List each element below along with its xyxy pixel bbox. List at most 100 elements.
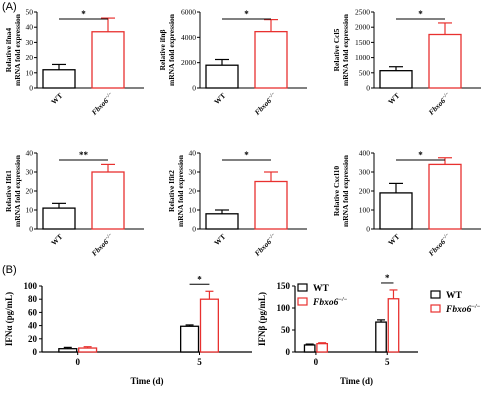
chart-a3: 0 500 1000 1500 2000 2500 Relative Ccl5 mRNA fo…	[332, 8, 481, 117]
legend-label-wt: WT	[313, 284, 330, 294]
bar-wt-5	[179, 325, 200, 353]
y-tick-label: 10	[26, 68, 34, 77]
legend-ifna: WT Fbxo6−/−	[297, 283, 348, 308]
bar-fbxo6	[91, 31, 125, 89]
bar-wt	[42, 69, 76, 89]
y-tick-label: 400	[359, 149, 371, 158]
y-tick-label: 20	[189, 187, 197, 196]
legend-ko-name: Fbxo6	[445, 305, 472, 315]
x-tick-label-fbxo6: Fbxo6−/−	[427, 232, 453, 258]
y-tick-label: 100	[359, 206, 371, 215]
x-tick-sup: −/−	[441, 233, 450, 242]
y-tick-label: 30	[26, 38, 34, 47]
bar-wt-0	[58, 348, 78, 353]
y-tick-label: 20	[28, 334, 38, 344]
bar-fbxo6	[428, 163, 462, 230]
y-tick-label: 1000	[355, 53, 370, 62]
legend-ko-name: Fbxo6	[312, 298, 339, 308]
bar-fbxo6	[428, 33, 462, 89]
chart-a1: 0 10 20 30 40 50 Relative ifna4 mRNA fold expre…	[4, 8, 144, 117]
y-tick-label: 30	[189, 168, 197, 177]
bar-fbxo6-0	[316, 342, 329, 353]
y-tick-label: 6000	[181, 8, 196, 17]
x-tick-label: 0	[75, 357, 80, 367]
y-tick-label: 40	[28, 321, 38, 331]
x-axis-label: Time (d)	[130, 376, 163, 386]
y-tick-label: 0	[192, 225, 196, 234]
y-tick-label: 300	[359, 168, 371, 177]
x-tick-label-wt: WT	[49, 91, 64, 106]
y-tick-label: 80	[28, 294, 38, 304]
y-tick-label: 100	[277, 303, 291, 313]
significance-label: *	[385, 273, 390, 283]
x-tick-label-fbxo6: Fbxo6−/−	[253, 232, 279, 258]
x-tick-label-wt: WT	[49, 232, 64, 247]
x-tick-label-wt: WT	[386, 91, 401, 106]
y-tick-label: 500	[359, 68, 371, 77]
significance-label: *	[244, 9, 249, 19]
y-axis-label: Relative ifnβ	[158, 30, 167, 71]
significance-label: *	[418, 150, 423, 160]
x-tick-sup: −/−	[104, 233, 113, 242]
y-tick-label: 10	[26, 206, 34, 215]
y-axis-label: IFNα (pg/mL)	[4, 292, 14, 346]
significance-label: *	[197, 274, 202, 284]
y-tick-label: 4000	[181, 33, 196, 42]
y-tick-label: 50	[281, 325, 291, 335]
y-axis-label: IFNβ (pg/mL)	[257, 292, 267, 346]
bar-fbxo6	[254, 180, 288, 230]
y-tick-label: 1500	[355, 38, 370, 47]
y-axis-label: Relative Ccl5	[332, 28, 341, 71]
x-tick-sup: −/−	[267, 233, 276, 242]
y-tick-label: 0	[286, 347, 291, 357]
x-tick-sup: −/−	[267, 92, 276, 101]
x-tick-label-fbxo6: Fbxo6−/−	[253, 91, 279, 117]
legend-label-ko: Fbxo6−/−	[445, 304, 481, 315]
y-tick-label: 40	[189, 149, 197, 158]
chart-a4: 0 10 20 30 40 Relative Ifit1 mRNA fold express…	[4, 149, 144, 258]
y-tick-label: 2000	[181, 58, 196, 67]
y-tick-label: 0	[366, 84, 370, 93]
y-axis-label-line2: mRNA fold expression	[13, 13, 22, 86]
y-axis-label-line2: mRNA fold expression	[176, 154, 185, 227]
x-tick-label: 5	[197, 357, 202, 367]
bar-wt	[42, 207, 76, 230]
y-tick-label: 20	[26, 53, 34, 62]
y-tick-label: 20	[26, 187, 34, 196]
y-tick-label: 30	[26, 168, 34, 177]
y-axis-label: Relative Ifit2	[167, 170, 176, 212]
chart-a6: 0 100 200 300 400 Relative Cxcl10 mRNA fold ex…	[332, 149, 481, 258]
significance-label: *	[244, 150, 249, 160]
x-tick-label: 5	[385, 357, 390, 367]
panel-label-a: (A)	[2, 1, 17, 13]
x-tick-sup: −/−	[104, 92, 113, 101]
bar-wt-5	[375, 321, 387, 353]
x-tick-label-fbxo6: Fbxo6−/−	[427, 91, 453, 117]
legend-swatch-ko	[297, 297, 308, 306]
y-tick-label: 100	[24, 281, 38, 291]
chart-b2: 0 50 100 150 IFNβ (pg/mL) 0 5 * Time (d)	[257, 273, 418, 386]
bar-fbxo6-0	[78, 347, 98, 353]
y-tick-label: 40	[26, 23, 34, 32]
chart-a2: 0 2000 4000 6000 Relative ifnβ mRNA fold expr…	[158, 8, 307, 117]
legend-ifnb: WT Fbxo6−/−	[430, 290, 481, 315]
chart-b1: 0 20 40 60 80 100 IFNα (pg/mL) 0 5 * Time (d)	[4, 274, 252, 386]
panel-label-b: (B)	[2, 264, 17, 276]
bar-fbxo6	[91, 171, 125, 230]
y-tick-label: 50	[26, 8, 34, 17]
bar-fbxo6-5	[387, 298, 400, 353]
y-axis-label-line2: mRNA fold expression	[341, 154, 350, 227]
significance-label: *	[418, 9, 423, 19]
y-tick-label: 10	[189, 206, 197, 215]
y-tick-label: 2000	[355, 23, 370, 32]
y-axis-label-line2: mRNA fold expression	[13, 154, 22, 227]
x-tick-label-wt: WT	[386, 232, 401, 247]
legend-label-wt: WT	[446, 291, 463, 301]
x-tick-label-fbxo6: Fbxo6−/−	[90, 91, 116, 117]
significance-label: *	[81, 9, 86, 19]
y-axis-label-line2: mRNA fold expression	[167, 13, 176, 86]
y-tick-label: 0	[366, 225, 370, 234]
x-tick-label-wt: WT	[212, 91, 227, 106]
legend-ko-sup: −/−	[471, 304, 480, 310]
y-axis-label: Relative ifna4	[4, 28, 13, 73]
